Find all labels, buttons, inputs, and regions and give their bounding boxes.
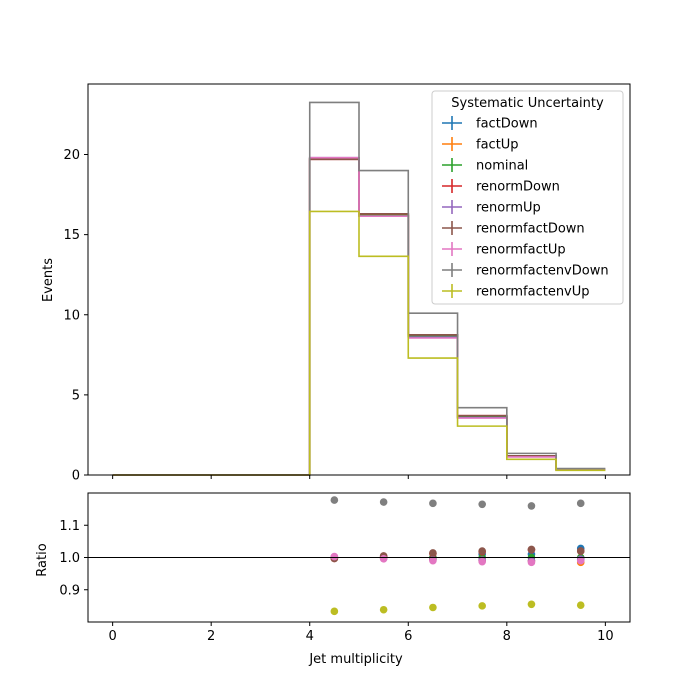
main-y-tick-label: 5 xyxy=(72,388,80,403)
legend-label-renormfactenvUp: renormfactenvUp xyxy=(476,285,590,300)
ratio-y-axis-label: Ratio xyxy=(35,543,50,576)
ratio-point-renormfactenvDown xyxy=(330,496,339,504)
ratio-panel: 0 2 4 6 8 10 0.9 1.0 1.1 Ratio Jet multiplicity xyxy=(35,492,631,667)
ratio-point-renormfactenvUp xyxy=(576,601,585,610)
ratio-point-renormfactUp xyxy=(478,557,486,566)
ratio-x-tick-label: 4 xyxy=(306,629,314,644)
legend-label-factDown: factDown xyxy=(476,117,538,132)
legend-label-renormfactenvDown: renormfactenvDown xyxy=(476,264,609,279)
main-y-axis-label: Events xyxy=(41,258,56,302)
ratio-point-renormfactenvDown xyxy=(429,499,437,508)
ratio-point-renormfactenvDown xyxy=(576,499,585,508)
ratio-point-renormfactDown xyxy=(527,545,536,554)
legend: Systematic Uncertainty factDown factUp nomi… xyxy=(431,90,624,305)
ratio-y-ticks: 0.9 1.0 1.1 xyxy=(59,519,88,598)
ratio-point-renormfactDown xyxy=(576,547,585,555)
legend-title: Systematic Uncertainty xyxy=(451,96,604,111)
ratio-x-tick-label: 2 xyxy=(207,629,215,644)
ratio-point-renormfactenvUp xyxy=(379,605,388,614)
ratio-y-tick-label: 1.0 xyxy=(59,551,80,566)
main-panel: 0 5 10 15 20 Events Systematic Uncertainty fa… xyxy=(41,83,631,484)
x-axis-label: Jet multiplicity xyxy=(308,652,403,667)
ratio-x-tick-label: 8 xyxy=(503,629,511,644)
ratio-point-renormfactUp xyxy=(576,556,585,565)
ratio-y-tick-label: 1.1 xyxy=(59,519,80,534)
main-y-tick-label: 10 xyxy=(63,308,80,323)
ratio-point-renormfactUp xyxy=(379,554,388,563)
ratio-point-renormfactenvDown xyxy=(478,500,486,509)
main-axes-frame xyxy=(87,83,631,476)
ratio-x-ticks: 0 2 4 6 8 10 xyxy=(108,622,614,644)
legend-label-nominal: nominal xyxy=(476,159,528,174)
legend-label-renormUp: renormUp xyxy=(476,201,541,216)
ratio-point-renormfactenvUp xyxy=(330,607,339,616)
legend-box xyxy=(431,90,624,305)
main-y-tick-label: 20 xyxy=(63,148,80,163)
ratio-point-renormfactenvUp xyxy=(478,602,486,610)
ratio-point-renormfactenvDown xyxy=(527,502,536,510)
ratio-point-renormfactDown xyxy=(429,549,437,557)
ratio-point-renormfactenvUp xyxy=(527,600,536,609)
legend-label-renormDown: renormDown xyxy=(476,180,560,195)
ratio-point-renormfactenvUp xyxy=(429,603,437,612)
ratio-point-renormfactUp xyxy=(527,558,536,567)
main-y-ticks: 0 5 10 15 20 xyxy=(63,148,88,484)
main-x-ticks xyxy=(112,475,606,479)
main-y-tick-label: 15 xyxy=(63,228,80,243)
ratio-point-renormfactUp xyxy=(429,556,437,565)
ratio-x-tick-label: 10 xyxy=(597,629,614,644)
legend-label-renormfactDown: renormfactDown xyxy=(476,222,585,237)
ratio-point-renormfactDown xyxy=(478,547,486,555)
main-y-tick-label: 0 xyxy=(72,469,80,484)
legend-label-renormfactUp: renormfactUp xyxy=(476,243,566,258)
ratio-y-tick-label: 0.9 xyxy=(59,583,80,598)
ratio-x-tick-label: 6 xyxy=(404,629,412,644)
legend-label-factUp: factUp xyxy=(476,138,519,153)
ratio-point-renormfactUp xyxy=(330,552,339,561)
ratio-points xyxy=(330,496,585,616)
ratio-point-renormfactenvDown xyxy=(379,498,388,506)
ratio-x-tick-label: 0 xyxy=(108,629,116,644)
